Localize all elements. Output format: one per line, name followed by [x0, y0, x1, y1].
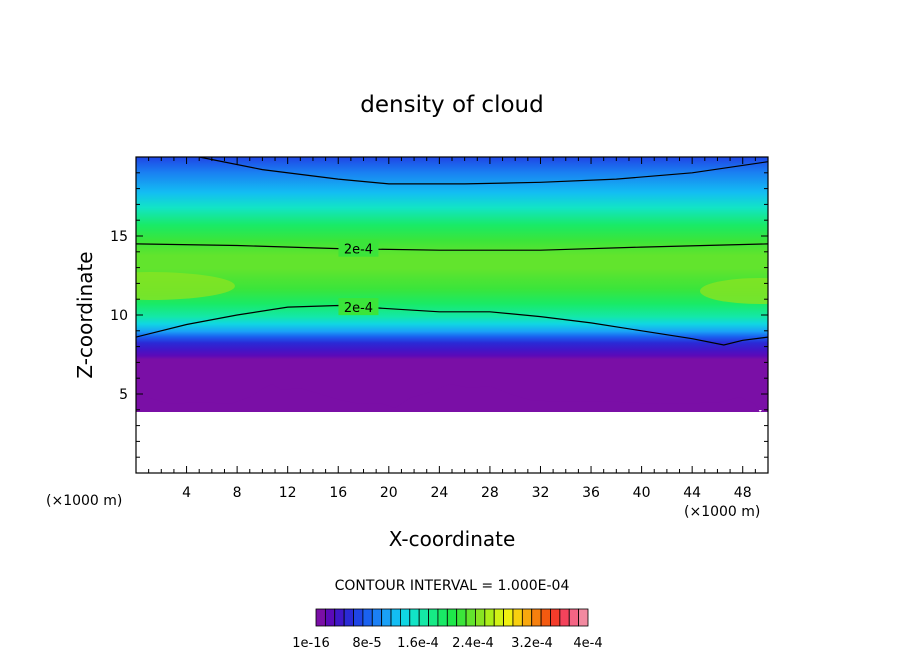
colorbar-label: 8e-5 — [352, 636, 381, 651]
contour-lines: 2e-4 2e-4 — [136, 157, 768, 346]
colorbar-swatch — [362, 608, 373, 627]
x-tick-label: 48 — [734, 485, 752, 501]
colorbar-swatch — [493, 608, 504, 627]
colorbar-swatch — [353, 608, 364, 627]
contour-line — [136, 304, 768, 346]
contour-label: 2e-4 — [344, 243, 373, 258]
colorbar-swatch — [446, 608, 458, 627]
side-maximum-right — [700, 278, 768, 304]
colorbar-swatch — [512, 608, 523, 627]
x-tick-label: 32 — [532, 485, 550, 501]
colorbar-swatch — [343, 608, 354, 627]
x-tick-label: 44 — [683, 485, 701, 501]
contour-label-bg — [338, 239, 379, 257]
colorbar-swatch — [400, 608, 411, 627]
contour-label-bg — [338, 298, 379, 316]
colorbar-swatch — [559, 608, 570, 627]
side-maximum-left — [136, 272, 235, 300]
y-unit-label: (×1000 m) — [684, 504, 760, 520]
x-tick-label: 28 — [481, 485, 499, 501]
x-tick-label: 20 — [380, 485, 398, 501]
cloud-base-edge — [136, 384, 768, 412]
colorbar-swatch — [521, 608, 533, 627]
colorbar-swatch — [428, 608, 439, 627]
colorbar-swatch — [475, 608, 486, 627]
colorbar-swatch — [465, 608, 476, 627]
colorbar-swatch — [578, 608, 589, 627]
cloud-field — [136, 157, 768, 410]
colorbar-swatch — [531, 608, 542, 627]
colorbar-swatch — [540, 608, 551, 627]
y-tick-label: 5 — [119, 387, 128, 403]
colorbar-swatch — [315, 608, 326, 627]
colorbar-swatch — [568, 608, 580, 627]
colorbar-swatch — [503, 608, 514, 627]
contour-label: 2e-4 — [344, 301, 373, 316]
colorbar: 1e-16 8e-5 1.6e-4 2.4e-4 3.2e-4 4e-4 — [292, 608, 603, 651]
y-axis-label: Z-coordinate — [73, 251, 97, 378]
colorbar-swatch — [418, 608, 429, 627]
plot-area: 2e-4 2e-4 — [136, 157, 768, 412]
colorbar-label: 2.4e-4 — [452, 636, 494, 651]
colorbar-swatch — [437, 608, 448, 627]
x-tick-label: 8 — [233, 485, 242, 501]
contour-interval-label: CONTOUR INTERVAL = 1.000E-04 — [335, 578, 570, 594]
colorbar-label: 3.2e-4 — [511, 636, 553, 651]
y-tick-label: 10 — [110, 308, 128, 324]
contour-line — [136, 243, 768, 251]
x-tick-label: 12 — [279, 485, 297, 501]
colorbar-swatch — [484, 608, 495, 627]
x-axis-label: X-coordinate — [389, 527, 516, 551]
colorbar-swatch — [390, 608, 401, 627]
x-tick-label: 4 — [182, 485, 191, 501]
colorbar-label: 1e-16 — [292, 636, 330, 651]
x-tick-label: 24 — [430, 485, 448, 501]
x-tick-label: 36 — [582, 485, 600, 501]
colorbar-swatch — [550, 608, 561, 627]
colorbar-label: 4e-4 — [573, 636, 602, 651]
colorbar-swatch — [381, 608, 392, 627]
colorbar-swatch — [371, 608, 383, 627]
colorbar-swatch — [334, 608, 345, 627]
colorbar-swatch — [456, 608, 467, 627]
chart-title: density of cloud — [360, 92, 543, 118]
y-tick-label: 15 — [110, 229, 128, 245]
colorbar-swatch — [324, 608, 336, 627]
colorbar-label: 1.6e-4 — [397, 636, 439, 651]
x-unit-label: (×1000 m) — [46, 493, 122, 509]
x-tick-label: 16 — [329, 485, 347, 501]
x-tick-label: 40 — [633, 485, 651, 501]
colorbar-swatch — [409, 608, 420, 627]
contour-line — [199, 157, 768, 185]
